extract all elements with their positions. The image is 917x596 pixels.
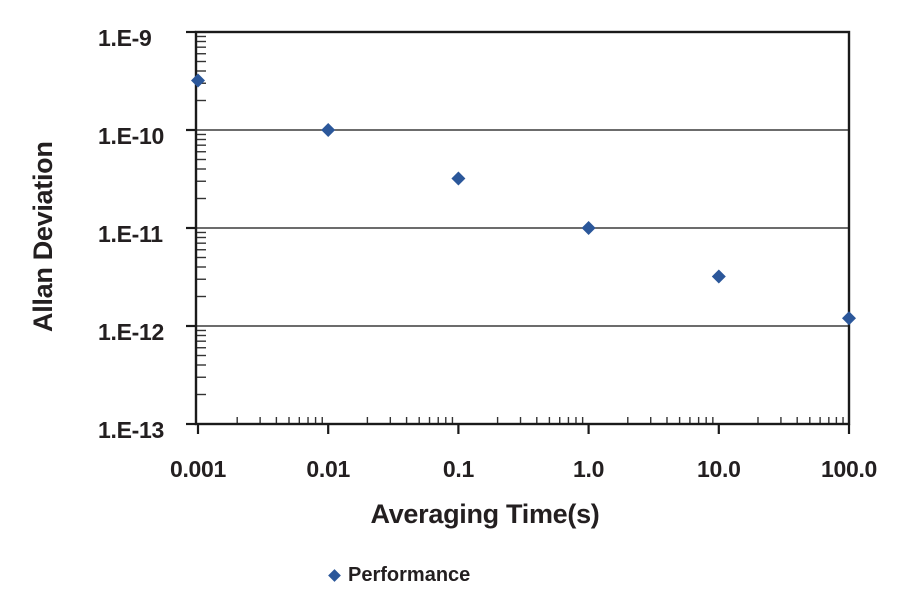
legend-label: Performance: [348, 563, 471, 586]
x-tick-label: 0.1: [443, 456, 475, 482]
x-tick-label: 0.001: [170, 456, 227, 482]
legend-diamond-icon: [328, 568, 341, 582]
x-tick-label: 10.0: [697, 456, 741, 482]
series-performance: [191, 73, 856, 326]
x-axis-title: Averaging Time(s): [370, 499, 600, 529]
x-tick-label: 0.01: [306, 456, 350, 482]
y-gridlines: [196, 129, 849, 327]
x-major-ticks: [196, 424, 851, 434]
x-tick-label: 1.0: [573, 456, 604, 482]
y-axis-title: Allan Deviation: [28, 141, 58, 332]
y-minor-ticks: [197, 35, 206, 396]
data-point-marker: [451, 171, 466, 186]
data-point-marker: [581, 221, 596, 235]
data-point-marker: [191, 73, 205, 88]
y-tick-label: 1.E-13: [98, 417, 164, 443]
data-point-marker: [711, 269, 726, 284]
y-tick-label: 1.E-11: [98, 221, 163, 247]
y-tick-labels: 1.E-9 1.E-10 1.E-11 1.E-12 1.E-13: [98, 25, 164, 443]
x-tick-label: 100.0: [821, 456, 877, 482]
data-point-marker: [321, 123, 336, 137]
y-tick-label: 1.E-12: [98, 319, 164, 345]
legend: Performance: [328, 563, 471, 587]
x-tick-labels: 0.001 0.01 0.1 1.0 10.0 100.0: [170, 456, 877, 482]
plot-border: [194, 30, 851, 426]
y-major-ticks: [186, 30, 196, 426]
y-tick-label: 1.E-9: [98, 25, 151, 51]
x-minor-ticks: [236, 417, 844, 423]
y-tick-label: 1.E-10: [98, 123, 164, 149]
data-point-marker: [842, 311, 856, 326]
